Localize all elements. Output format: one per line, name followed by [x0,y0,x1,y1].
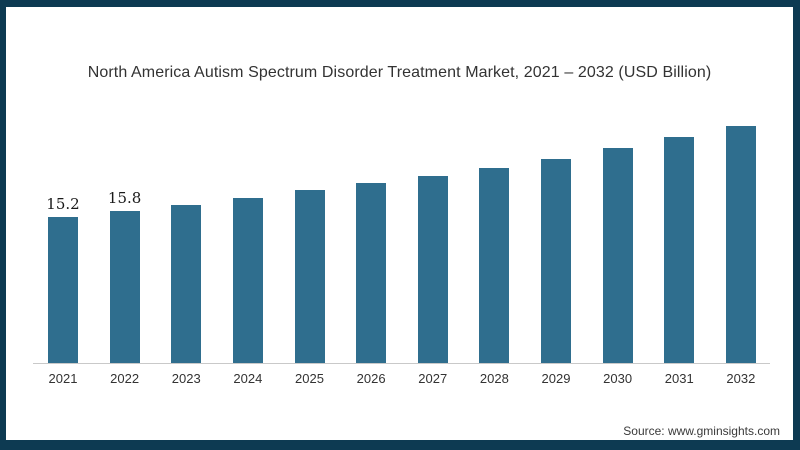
bar-2022 [109,211,140,363]
x-axis-line [33,363,770,364]
bar-column-2030 [602,148,633,363]
x-tick-label-2030: 2030 [603,371,633,386]
bar-2024 [232,198,263,363]
x-tick-label-2027: 2027 [418,371,448,386]
bar-2032 [725,126,756,363]
plot-area: 15.2 15.8 [46,100,756,363]
x-tick-label-2024: 2024 [233,371,263,386]
bar-column-2031 [664,137,695,363]
source-attribution: Source: www.gminsights.com [623,424,780,438]
bar-column-2021: 15.2 [46,195,80,363]
bar-column-2027 [417,176,448,363]
x-tick-label-2025: 2025 [295,371,324,386]
x-tick-label-2026: 2026 [356,371,386,386]
bar-2026 [356,183,387,363]
x-axis-labels: 2021 2022 2023 2024 2025 2026 2027 2028 2029 2030… [48,371,756,386]
bar-2023 [171,205,202,363]
bar-column-2028 [479,168,510,363]
x-tick-label-2021: 2021 [48,371,78,386]
bar-column-2029 [541,159,571,363]
x-tick-label-2031: 2031 [664,371,694,386]
x-tick-label-2032: 2032 [726,371,756,386]
bar-2029 [541,159,571,363]
bar-value-label-2022: 15.8 [107,189,142,207]
bar-2028 [479,168,510,363]
bar-column-2023 [171,205,202,363]
bar-column-2032 [725,126,756,363]
bar-column-2025 [294,190,325,363]
bar-2031 [664,137,695,363]
bar-2025 [294,190,325,363]
bar-column-2024 [232,198,263,363]
x-tick-label-2023: 2023 [171,371,201,386]
bar-2027 [417,176,448,363]
bar-value-label-2021: 15.2 [46,195,80,213]
bar-2021 [48,217,78,363]
bar-2030 [602,148,633,363]
bar-column-2026 [356,183,387,363]
bar-column-2022: 15.8 [107,189,142,363]
chart-title: North America Autism Spectrum Disorder T… [87,64,712,81]
x-tick-label-2028: 2028 [479,371,509,386]
x-tick-label-2022: 2022 [110,371,140,386]
x-tick-label-2029: 2029 [541,371,571,386]
